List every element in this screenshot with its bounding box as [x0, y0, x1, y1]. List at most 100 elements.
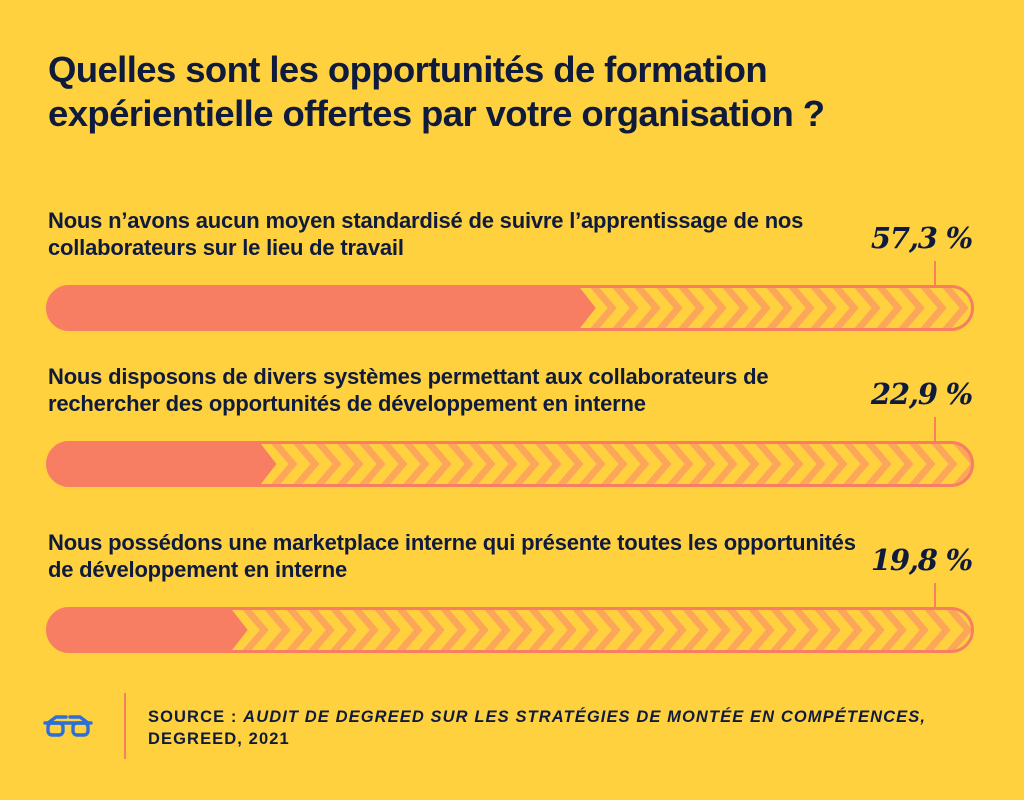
bar-chevron — [754, 443, 782, 485]
chart-title: Quelles sont les opportunités de formati… — [48, 49, 825, 134]
bar-chevron — [285, 609, 313, 651]
bar-chevron — [307, 609, 335, 651]
bar-chevron — [769, 609, 797, 651]
bar-chevron — [611, 287, 639, 329]
bar-fill — [47, 608, 248, 652]
bar-chevron — [395, 609, 423, 651]
bar-chevron — [534, 443, 562, 485]
bar-chevron — [688, 443, 716, 485]
bar-chevron — [417, 609, 445, 651]
bar-chevron — [681, 609, 709, 651]
bar-chevron — [424, 443, 452, 485]
bar-chevron — [659, 609, 687, 651]
bar-svg — [46, 285, 974, 331]
bar-chevron — [820, 443, 848, 485]
bar-chevron — [941, 287, 969, 329]
bar-chevron — [798, 443, 826, 485]
bar-track — [46, 441, 974, 487]
bar-chevron — [358, 443, 386, 485]
bar-chevron — [879, 609, 907, 651]
bar-label: Nous n’avons aucun moyen standardisé de … — [48, 208, 804, 260]
bar-chevron — [336, 443, 364, 485]
bar-chevron — [241, 609, 269, 651]
bar-chevron — [908, 443, 936, 485]
bar-outline — [46, 607, 974, 653]
bar-value-label: 19,8 % — [870, 543, 973, 577]
bar-chevron — [622, 443, 650, 485]
bar-chevron — [721, 287, 749, 329]
bar-chevron — [886, 443, 914, 485]
bar-chevron — [483, 609, 511, 651]
bar-chevron — [809, 287, 837, 329]
bar-chevron — [571, 609, 599, 651]
bar-label: Nous possédons une marketplace interne q… — [48, 530, 856, 582]
bar-chevron — [897, 287, 925, 329]
bar-chevron — [633, 287, 661, 329]
bar-chevron — [615, 609, 643, 651]
bar-chevron — [402, 443, 430, 485]
bar-chevron — [637, 609, 665, 651]
bar-chevron — [351, 609, 379, 651]
bar-chevron — [270, 443, 298, 485]
bar-chevron — [831, 287, 859, 329]
bar-chevron — [380, 443, 408, 485]
bar-row-1: Nous n’avons aucun moyen standardisé de … — [46, 207, 976, 337]
bar-value-label: 22,9 % — [870, 377, 973, 411]
bar-chevron — [875, 287, 903, 329]
bar-chevron — [263, 609, 291, 651]
bar-chevron — [725, 609, 753, 651]
bar-fill — [47, 286, 596, 330]
bar-chevron — [373, 609, 401, 651]
bar-chevron — [747, 609, 775, 651]
bar-chevron — [446, 443, 474, 485]
footer-divider — [124, 693, 126, 759]
bar-chevron — [923, 609, 951, 651]
bar-outline — [46, 441, 974, 487]
bar-chevron — [732, 443, 760, 485]
bar-row-2: Nous disposons de divers systèmes permet… — [46, 363, 976, 493]
bar-chevron — [699, 287, 727, 329]
bar-chevron — [512, 443, 540, 485]
bar-track — [46, 285, 974, 331]
bar-chevron — [527, 609, 555, 651]
bar-chevron — [644, 443, 672, 485]
source-title: AUDIT DE DEGREED SUR LES STRATÉGIES DE M… — [243, 708, 927, 726]
bar-fill — [47, 442, 277, 486]
bar-chevron — [314, 443, 342, 485]
bar-chevron — [556, 443, 584, 485]
bar-chevron — [578, 443, 606, 485]
bar-chevron — [505, 609, 533, 651]
bar-chevron — [864, 443, 892, 485]
value-pointer — [934, 583, 936, 607]
source-footer: SOURCE : AUDIT DE DEGREED SUR LES STRATÉ… — [42, 693, 982, 763]
bar-label: Nous disposons de divers systèmes permet… — [48, 364, 769, 416]
bar-chevron — [901, 609, 929, 651]
bar-svg — [46, 441, 974, 487]
bar-chevron — [787, 287, 815, 329]
bar-track — [46, 607, 974, 653]
bar-chevron — [549, 609, 577, 651]
bar-outline — [46, 285, 974, 331]
bar-chevron — [952, 443, 973, 485]
source-prefix: SOURCE : — [148, 708, 238, 726]
bar-chevron — [835, 609, 863, 651]
source-suffix: DEGREED, 2021 — [148, 730, 290, 748]
bar-chevron — [600, 443, 628, 485]
bar-row-3: Nous possédons une marketplace interne q… — [46, 529, 976, 659]
bar-chevron — [655, 287, 683, 329]
bar-chevron — [461, 609, 489, 651]
bar-chevron — [842, 443, 870, 485]
bar-chevron — [930, 443, 958, 485]
bar-chevron — [710, 443, 738, 485]
bar-chevron — [776, 443, 804, 485]
value-pointer — [934, 417, 936, 441]
bar-chevron — [743, 287, 771, 329]
bar-chevron — [468, 443, 496, 485]
value-pointer — [934, 261, 936, 285]
glasses-icon — [42, 713, 94, 744]
bar-chevron — [791, 609, 819, 651]
bar-chevron — [945, 609, 973, 651]
bar-chevron — [857, 609, 885, 651]
bar-chevron — [593, 609, 621, 651]
bar-chevron — [703, 609, 731, 651]
